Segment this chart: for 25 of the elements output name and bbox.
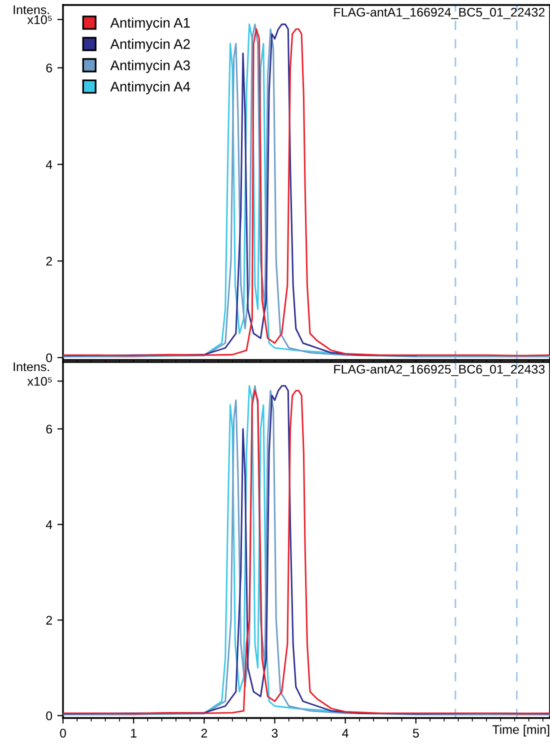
y-tick-label: x10⁵ — [27, 15, 52, 24]
y-tick-label: 4 — [46, 520, 52, 529]
x-tick-label: 2 — [201, 728, 208, 738]
x-tick-label: 0 — [60, 728, 66, 738]
y-tick-label: 0 — [46, 711, 52, 720]
x-tick-label: 4 — [342, 728, 348, 738]
x-tick-label: 5 — [412, 728, 419, 738]
x-tick-label: 1 — [131, 728, 136, 738]
x-axis-title: Time [min] — [492, 724, 550, 736]
legend-label: Antimycin A4 — [110, 81, 190, 94]
chart-title: FLAG-antA1_166924_BC5_01_22432 — [334, 8, 545, 20]
y-axis-title: Intens. — [14, 362, 49, 372]
y-tick-label: 6 — [46, 64, 52, 72]
chart-title: FLAG-antA2_166925_BC6_01_22433 — [334, 364, 545, 376]
y-tick-label: 2 — [46, 616, 52, 625]
y-tick-label: 6 — [46, 424, 52, 434]
legend-label: Antimycin A3 — [110, 60, 190, 74]
y-tick-label: x10⁵ — [27, 376, 52, 386]
y-tick-label: 2 — [46, 256, 52, 266]
y-axis-title: Intens. — [14, 5, 49, 14]
legend-label: Antimycin A2 — [110, 38, 190, 52]
y-tick-label: 0 — [46, 353, 52, 362]
x-tick-label: 3 — [272, 728, 278, 738]
y-tick-label: 4 — [46, 160, 52, 169]
legend-label: Antimycin A1 — [110, 18, 190, 30]
